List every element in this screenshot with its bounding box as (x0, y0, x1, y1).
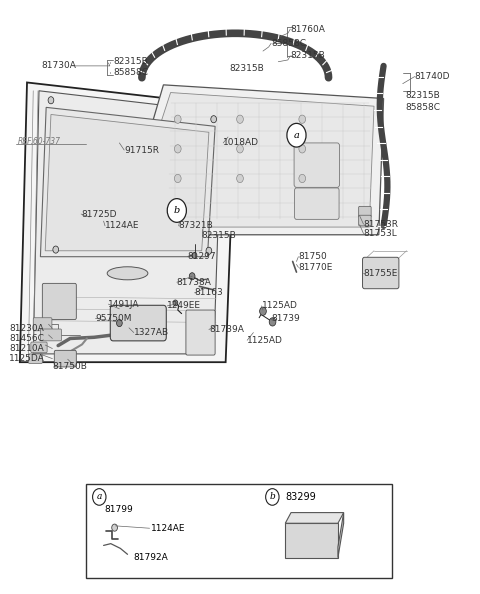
FancyBboxPatch shape (33, 318, 52, 331)
Text: 81750B: 81750B (52, 362, 87, 371)
Polygon shape (20, 83, 235, 362)
Circle shape (211, 116, 216, 123)
Circle shape (287, 124, 306, 147)
FancyBboxPatch shape (28, 354, 42, 364)
Text: 81230A: 81230A (9, 324, 44, 333)
Circle shape (269, 318, 276, 326)
Ellipse shape (107, 267, 148, 280)
Text: 81725D: 81725D (81, 210, 117, 219)
Text: 81792A: 81792A (134, 553, 168, 562)
FancyBboxPatch shape (294, 143, 339, 187)
Circle shape (48, 97, 54, 104)
Circle shape (237, 174, 243, 182)
Text: 1124AE: 1124AE (105, 222, 140, 230)
Bar (285, 523, 338, 558)
Polygon shape (338, 513, 344, 558)
Text: 82315B: 82315B (229, 64, 264, 73)
FancyBboxPatch shape (110, 305, 166, 341)
Text: 1125AD: 1125AD (262, 301, 298, 311)
Polygon shape (148, 93, 374, 227)
Text: 1125DA: 1125DA (9, 354, 45, 363)
Circle shape (260, 307, 266, 315)
FancyBboxPatch shape (31, 342, 47, 353)
Text: 1124AE: 1124AE (151, 524, 185, 533)
Circle shape (206, 247, 212, 254)
Circle shape (265, 489, 279, 505)
Text: b: b (269, 492, 275, 501)
Text: REF.60-737: REF.60-737 (17, 137, 60, 146)
Text: 81730A: 81730A (41, 61, 76, 70)
Text: 82315B: 82315B (202, 232, 237, 241)
Circle shape (174, 145, 181, 153)
Circle shape (174, 174, 181, 182)
Polygon shape (33, 91, 222, 354)
Text: 81740D: 81740D (415, 72, 450, 81)
Text: a: a (96, 492, 102, 501)
Text: 82315B: 82315B (405, 91, 440, 100)
FancyBboxPatch shape (295, 188, 339, 219)
Text: 81799: 81799 (104, 505, 133, 514)
Text: 95750M: 95750M (96, 314, 132, 323)
FancyBboxPatch shape (186, 310, 215, 355)
Text: 85858C: 85858C (113, 68, 148, 77)
Text: 81753R: 81753R (363, 220, 398, 229)
FancyBboxPatch shape (40, 329, 61, 341)
Circle shape (93, 489, 106, 505)
FancyBboxPatch shape (362, 257, 399, 289)
Text: 81739A: 81739A (209, 325, 244, 334)
Circle shape (53, 246, 59, 253)
Polygon shape (140, 85, 384, 235)
Text: 81456C: 81456C (9, 334, 44, 343)
Text: 81760A: 81760A (290, 24, 325, 34)
Text: a: a (294, 131, 300, 140)
Text: 81753L: 81753L (363, 229, 397, 238)
Circle shape (299, 174, 306, 182)
Polygon shape (40, 108, 215, 257)
FancyBboxPatch shape (54, 350, 76, 367)
Circle shape (174, 115, 181, 124)
Circle shape (117, 320, 122, 327)
Text: 87321B: 87321B (179, 222, 214, 230)
Text: 81770E: 81770E (299, 263, 333, 272)
Text: 1249EE: 1249EE (167, 301, 201, 311)
Text: 1125AD: 1125AD (247, 336, 283, 345)
Text: 91715R: 91715R (124, 146, 159, 154)
Text: 1018AD: 1018AD (223, 138, 259, 147)
Text: 85858C: 85858C (271, 39, 306, 48)
Text: 85858C: 85858C (405, 103, 440, 112)
Text: 82315B: 82315B (290, 51, 325, 61)
Text: 1327AB: 1327AB (134, 328, 169, 337)
Circle shape (237, 115, 243, 124)
FancyBboxPatch shape (359, 215, 371, 226)
Circle shape (112, 524, 118, 531)
Circle shape (167, 198, 186, 222)
Text: b: b (174, 206, 180, 215)
Circle shape (299, 145, 306, 153)
Text: 83299: 83299 (285, 492, 316, 502)
Circle shape (189, 273, 195, 280)
Text: 82315B: 82315B (113, 57, 148, 67)
FancyBboxPatch shape (359, 206, 371, 217)
Bar (86, 484, 392, 579)
Text: 81297: 81297 (187, 252, 216, 261)
Text: 81755E: 81755E (363, 269, 398, 278)
Polygon shape (45, 115, 209, 251)
Text: 81738A: 81738A (177, 277, 212, 287)
Circle shape (237, 145, 243, 153)
Text: 81210A: 81210A (9, 344, 44, 353)
Text: 81739: 81739 (271, 314, 300, 323)
Circle shape (173, 300, 178, 306)
Circle shape (299, 115, 306, 124)
Text: 1491JA: 1491JA (108, 299, 140, 309)
Polygon shape (285, 513, 344, 523)
Circle shape (192, 252, 197, 258)
Text: 81163: 81163 (194, 288, 223, 298)
FancyBboxPatch shape (42, 283, 76, 320)
Text: 81750: 81750 (299, 252, 327, 261)
